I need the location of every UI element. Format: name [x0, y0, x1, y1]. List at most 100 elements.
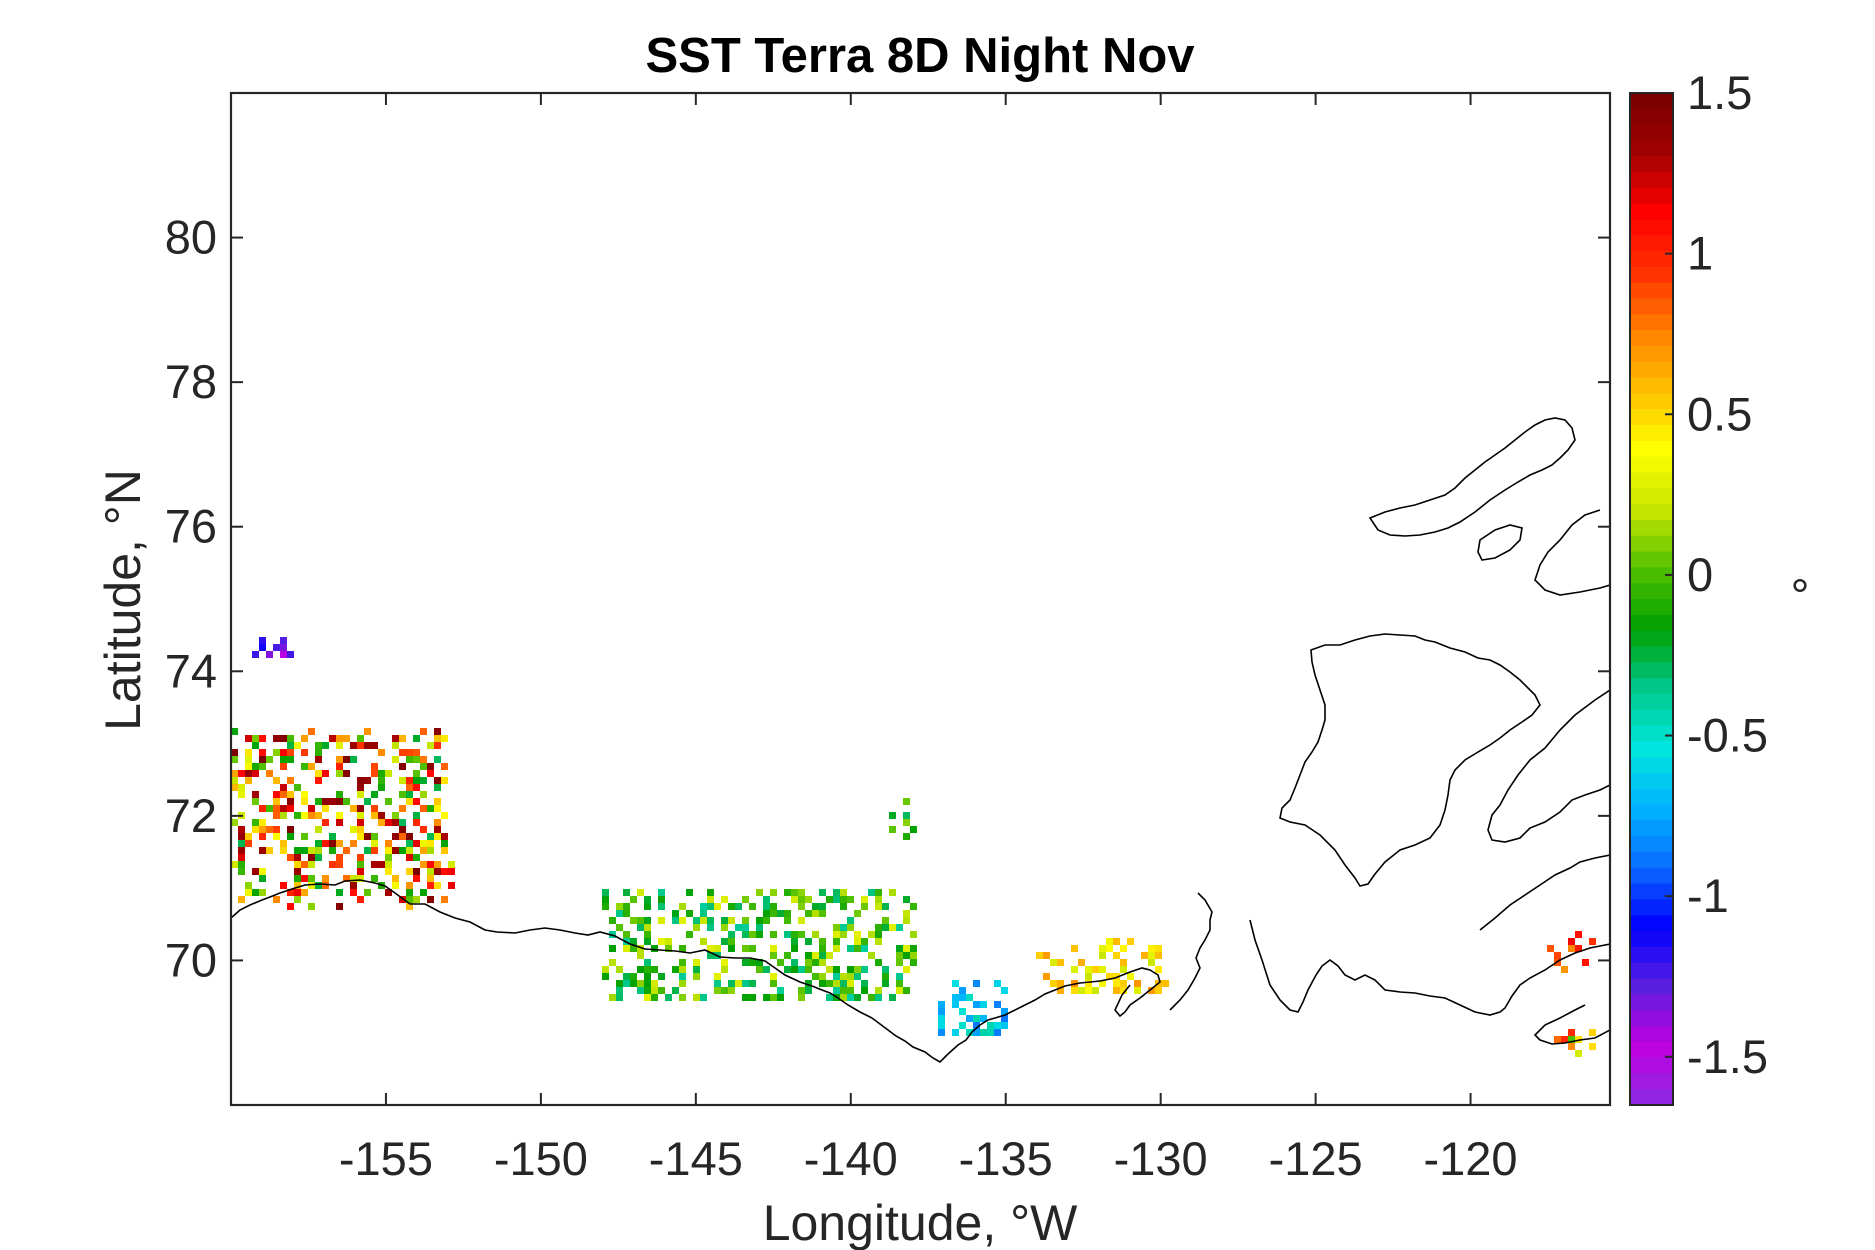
colorbar-band: [1630, 1073, 1673, 1090]
sst-pixel: [364, 728, 371, 735]
sst-pixel: [371, 840, 378, 847]
colorbar-band: [1630, 725, 1673, 742]
sst-pixel: [1078, 987, 1085, 994]
sst-pixel: [693, 966, 700, 973]
sst-pixel: [1148, 945, 1155, 952]
sst-pixel: [273, 826, 280, 833]
sst-pixel: [427, 763, 434, 770]
sst-pixel: [259, 847, 266, 854]
sst-pixel: [1106, 973, 1113, 980]
sst-pixel: [1036, 952, 1043, 959]
sst-pixel: [1113, 980, 1120, 987]
sst-pixel: [1092, 966, 1099, 973]
sst-pixel: [322, 875, 329, 882]
colorbar-band: [1630, 251, 1673, 268]
sst-pixel: [721, 924, 728, 931]
sst-pixel: [273, 812, 280, 819]
sst-pixel: [798, 917, 805, 924]
sst-pixel: [623, 889, 630, 896]
sst-pixel: [1589, 938, 1596, 945]
sst-pixel: [623, 945, 630, 952]
sst-pixel: [413, 735, 420, 742]
sst-pixel: [329, 847, 336, 854]
sst-pixel: [1113, 973, 1120, 980]
sst-pixel: [434, 777, 441, 784]
sst-pixel: [1575, 931, 1582, 938]
sst-pixel: [357, 784, 364, 791]
banks-island-coastline: [1279, 633, 1541, 887]
melville-island-coastline: [1534, 509, 1610, 596]
sst-pixel: [903, 917, 910, 924]
sst-pixel: [903, 910, 910, 917]
sst-pixel: [672, 987, 679, 994]
sst-pixel: [350, 826, 357, 833]
sst-pixel: [721, 966, 728, 973]
sst-pixel: [1568, 1029, 1575, 1036]
sst-pixel: [399, 826, 406, 833]
sst-pixel: [910, 826, 917, 833]
sst-pixel: [728, 945, 735, 952]
sst-pixel: [273, 735, 280, 742]
sst-pixel: [840, 903, 847, 910]
sst-pixel: [315, 854, 322, 861]
sst-pixel: [343, 875, 350, 882]
sst-pixel: [406, 833, 413, 840]
sst-pixel: [1155, 966, 1162, 973]
sst-pixel: [644, 973, 651, 980]
sst-pixel: [707, 917, 714, 924]
colorbar-ticks: -1.5 -1 -0.5 0 0.5 1 1.5: [1665, 66, 1768, 1083]
sst-pixel: [602, 973, 609, 980]
sst-pixel: [406, 791, 413, 798]
sst-pixel: [371, 847, 378, 854]
sst-pixel: [882, 917, 889, 924]
sst-pixel: [847, 917, 854, 924]
sst-pixel: [812, 931, 819, 938]
sst-pixel: [938, 1008, 945, 1015]
sst-pixel: [336, 812, 343, 819]
sst-pixel: [287, 742, 294, 749]
sst-pixel: [868, 889, 875, 896]
sst-pixel: [406, 882, 413, 889]
colorbar-tick-label: -0.5: [1687, 709, 1768, 762]
sst-pixel: [329, 833, 336, 840]
y-axis-label: Latitude, °N: [95, 469, 151, 731]
sst-pixel: [420, 728, 427, 735]
sst-pixel: [833, 973, 840, 980]
sst-pixel: [406, 798, 413, 805]
x-tick-label: -130: [1114, 1132, 1208, 1185]
sst-pixel: [336, 903, 343, 910]
y-tick-label: 80: [165, 211, 217, 264]
sst-pixel: [427, 840, 434, 847]
colorbar-band: [1630, 994, 1673, 1011]
colorbar-band: [1630, 630, 1673, 648]
sst-pixel: [609, 994, 616, 1001]
sst-pixel: [994, 980, 1001, 987]
sst-pixel: [973, 980, 980, 987]
sst-pixel: [749, 959, 756, 966]
sst-pixel: [714, 945, 721, 952]
sst-pixel: [679, 945, 686, 952]
plot-background: [231, 93, 1610, 1105]
x-tick-label: -155: [339, 1132, 433, 1185]
sst-pixel: [287, 903, 294, 910]
sst-pixel: [322, 840, 329, 847]
sst-pixel: [973, 1022, 980, 1029]
sst-pixel: [308, 847, 315, 854]
sst-pixel: [728, 917, 735, 924]
sst-pixel: [441, 763, 448, 770]
sst-pixel: [385, 861, 392, 868]
sst-pixel: [749, 931, 756, 938]
sst-pixel: [875, 994, 882, 1001]
sst-pixel: [644, 896, 651, 903]
sst-pixel: [756, 966, 763, 973]
sst-pixel: [861, 980, 868, 987]
sst-pixel: [602, 903, 609, 910]
sst-pixel: [875, 987, 882, 994]
sst-pixel: [441, 777, 448, 784]
sst-pixel: [882, 903, 889, 910]
sst-pixel: [329, 735, 336, 742]
sst-pixel: [280, 882, 287, 889]
sst-pixel: [854, 931, 861, 938]
sst-pixel: [350, 742, 357, 749]
sst-pixel: [833, 980, 840, 987]
